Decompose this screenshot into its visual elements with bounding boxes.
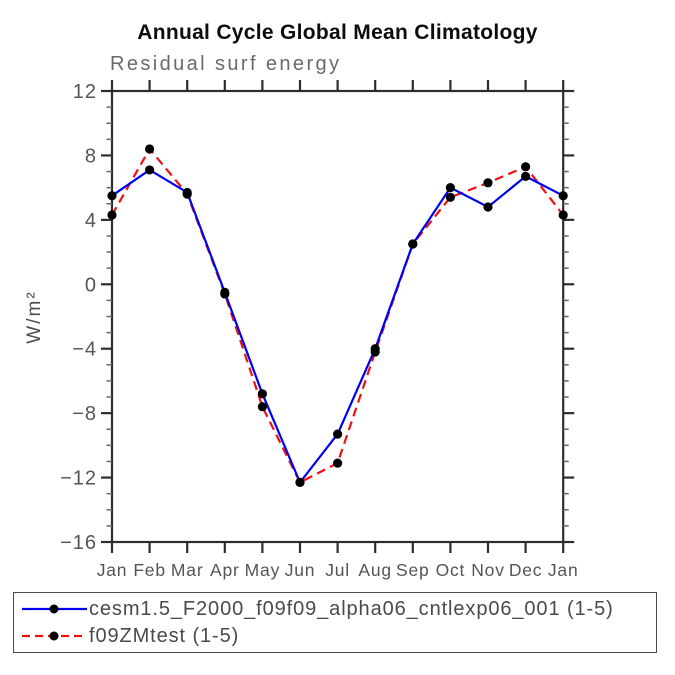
legend-item-f09zmtest: f09ZMtest (1-5): [21, 624, 656, 649]
svg-text:8: 8: [85, 145, 97, 167]
svg-text:12: 12: [73, 81, 97, 103]
svg-text:Apr: Apr: [210, 560, 240, 580]
y-axis-labels: 12 8 4 0 −4 −8 −12 −16: [60, 81, 97, 554]
series-markers-cesm: [107, 165, 568, 488]
svg-text:−12: −12: [60, 468, 97, 490]
legend-line-sample-solid-icon: [22, 604, 87, 614]
svg-text:Jul: Jul: [325, 560, 350, 580]
svg-text:Dec: Dec: [509, 560, 543, 580]
svg-text:Oct: Oct: [436, 560, 466, 580]
svg-text:−4: −4: [72, 339, 97, 361]
svg-text:Jan: Jan: [548, 560, 579, 580]
svg-text:Nov: Nov: [471, 560, 505, 580]
svg-text:Feb: Feb: [133, 560, 166, 580]
y-axis-ticks: [101, 89, 575, 544]
x-axis-ticks: [110, 80, 565, 553]
plot-area: Jan Feb Mar Apr May Jun Jul Aug Sep Oct Nov Dec Jan1…: [60, 80, 579, 580]
axes: [110, 89, 565, 544]
svg-text:−8: −8: [72, 403, 97, 425]
chart-subtitle: Residual surf energy: [110, 53, 342, 75]
x-axis-labels: Jan Feb Mar Apr May Jun Jul Aug Sep Oct Nov Dec Jan: [97, 560, 579, 580]
svg-text:Jan: Jan: [97, 560, 128, 580]
svg-text:4: 4: [85, 210, 97, 232]
svg-text:Mar: Mar: [171, 560, 204, 580]
svg-text:Jun: Jun: [285, 560, 316, 580]
legend-label-f09zmtest: f09ZMtest (1-5): [89, 624, 240, 647]
svg-text:0: 0: [85, 274, 97, 296]
svg-text:−16: −16: [60, 532, 97, 554]
chart-title: Annual Cycle Global Mean Climatology: [137, 21, 538, 44]
svg-text:May: May: [245, 560, 280, 580]
legend-label-cesm: cesm1.5_F2000_f09f09_alpha06_cntlexp06_0…: [89, 597, 614, 620]
legend-line-sample-dashed-icon: [22, 631, 87, 641]
legend: cesm1.5_F2000_f09f09_alpha06_cntlexp06_0…: [13, 592, 657, 653]
legend-item-cesm: cesm1.5_F2000_f09f09_alpha06_cntlexp06_0…: [21, 597, 656, 622]
svg-text:Aug: Aug: [358, 560, 392, 580]
series-markers-f09zmtest: [107, 144, 568, 488]
svg-text:Sep: Sep: [396, 560, 430, 580]
